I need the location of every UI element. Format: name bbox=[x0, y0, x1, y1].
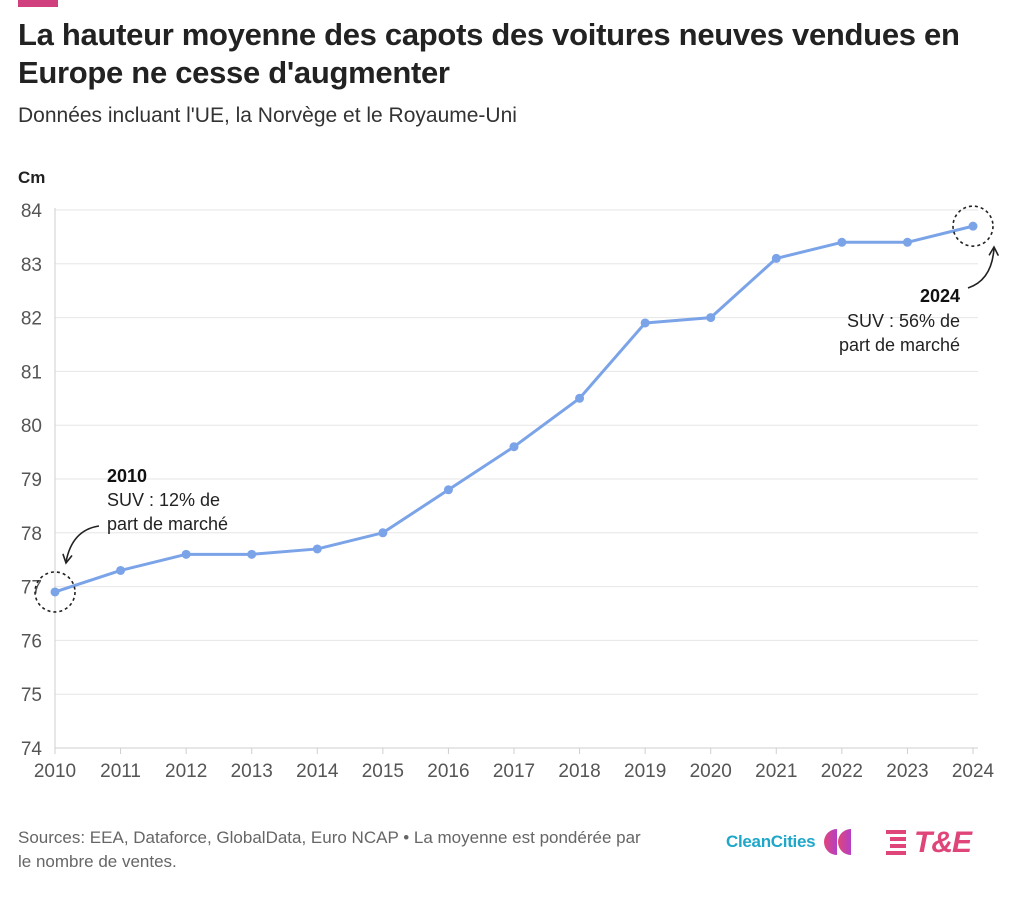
x-tick-label: 2010 bbox=[34, 761, 76, 782]
annotation-year: 2024 bbox=[920, 286, 960, 306]
te-mark-icon bbox=[886, 830, 906, 855]
chart-title: La hauteur moyenne des capots des voitur… bbox=[18, 17, 960, 90]
series bbox=[50, 221, 978, 597]
x-tick-label: 2011 bbox=[100, 761, 141, 782]
x-tick-label: 2012 bbox=[165, 761, 207, 782]
y-tick-label: 79 bbox=[21, 470, 42, 491]
x-tick-label: 2015 bbox=[362, 761, 404, 782]
x-tick-label: 2017 bbox=[493, 761, 535, 782]
x-tick-label: 2013 bbox=[231, 761, 273, 782]
te-logo: T&E bbox=[886, 826, 972, 860]
data-point bbox=[902, 237, 912, 247]
cleancities-logo: CleanCities bbox=[726, 828, 853, 856]
x-tick-label: 2024 bbox=[952, 761, 995, 782]
te-logo-text: T&E bbox=[914, 826, 972, 859]
annotation-highlight-circle bbox=[952, 205, 994, 247]
annotation-text: part de marché bbox=[839, 335, 960, 355]
annotation-text: part de marché bbox=[107, 514, 228, 534]
annotations: 2010 SUV : 12% de part de marché 2024 SUV : … bbox=[34, 205, 999, 613]
x-tick-label: 2018 bbox=[558, 761, 600, 782]
annotation-arrow-head bbox=[62, 553, 73, 565]
y-tick-label: 76 bbox=[21, 631, 42, 652]
annotation-text: SUV : 56% de bbox=[847, 311, 960, 331]
y-tick-label: 83 bbox=[21, 255, 42, 276]
annotation-year: 2010 bbox=[107, 466, 147, 486]
data-point bbox=[706, 313, 716, 323]
source-note: Sources: EEA, Dataforce, GlobalData, Eur… bbox=[18, 828, 641, 871]
grid-lines bbox=[55, 209, 978, 749]
data-point bbox=[575, 393, 585, 403]
y-tick-label: 78 bbox=[21, 524, 42, 545]
y-tick-label: 82 bbox=[21, 309, 42, 330]
accent-bar bbox=[18, 0, 58, 7]
x-tick-label: 2019 bbox=[624, 761, 666, 782]
line-chart: 74 75 76 77 78 79 80 81 82 83 84 Cm 2010 2011 2012 2013… bbox=[18, 168, 999, 782]
y-tick-label: 74 bbox=[21, 739, 43, 760]
annotation-text: SUV : 12% de bbox=[107, 490, 220, 510]
axes: 74 75 76 77 78 79 80 81 82 83 84 Cm 2010 2011 2012 2013… bbox=[18, 168, 995, 782]
x-tick-label: 2014 bbox=[296, 761, 339, 782]
cleancities-logo-text: CleanCities bbox=[726, 832, 816, 851]
data-point bbox=[837, 237, 847, 247]
series-line bbox=[53, 224, 975, 594]
y-tick-label: 77 bbox=[21, 578, 42, 599]
annotation-arrow bbox=[967, 247, 995, 289]
annotation-arrow bbox=[65, 525, 100, 563]
data-point bbox=[312, 544, 322, 554]
data-point bbox=[771, 253, 781, 263]
x-tick-label: 2016 bbox=[427, 761, 469, 782]
x-tick-label: 2021 bbox=[755, 761, 797, 782]
data-point bbox=[247, 549, 257, 559]
data-point bbox=[116, 565, 126, 575]
annotation-arrow-head bbox=[988, 245, 999, 256]
annotation-highlight-circle bbox=[34, 571, 76, 613]
y-tick-label: 75 bbox=[21, 685, 42, 706]
data-point bbox=[640, 318, 650, 328]
x-tick-label: 2022 bbox=[821, 761, 863, 782]
chart-subtitle: Données incluant l'UE, la Norvège et le … bbox=[18, 104, 517, 127]
cleancities-mark-icon bbox=[824, 829, 852, 855]
x-tick-label: 2020 bbox=[690, 761, 732, 782]
data-point bbox=[968, 221, 978, 231]
data-point bbox=[443, 485, 453, 495]
y-tick-label: 80 bbox=[21, 416, 42, 437]
y-axis-unit-label: Cm bbox=[18, 168, 45, 187]
data-point bbox=[378, 528, 388, 538]
data-point bbox=[181, 549, 191, 559]
data-point bbox=[50, 587, 60, 597]
y-tick-label: 81 bbox=[21, 362, 42, 383]
x-tick-label: 2023 bbox=[886, 761, 928, 782]
data-point bbox=[509, 442, 519, 452]
y-tick-label: 84 bbox=[21, 201, 43, 222]
